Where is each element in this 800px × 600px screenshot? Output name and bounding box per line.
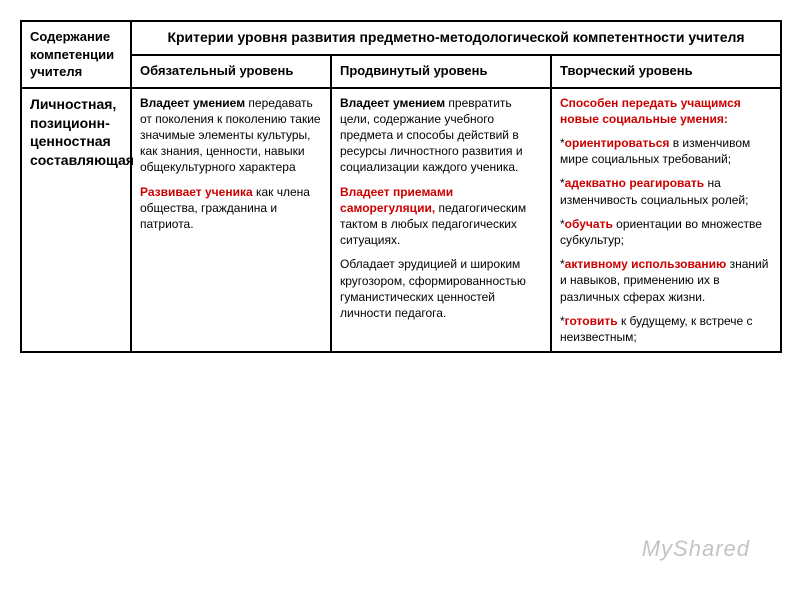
text-red: активному использованию [565,257,727,271]
cell-mandatory: Владеет умением передавать от поколения … [131,88,331,352]
table-header-row-2: Обязательный уровень Продвинутый уровень… [21,55,781,88]
subheader-3: Творческий уровень [551,55,781,88]
row-label-cell: Личностная, позиционн- ценностная состав… [21,88,131,352]
cell-creative: Способен передать учащимся новые социаль… [551,88,781,352]
text-red: ориентироваться [565,136,670,150]
row-label-line: составляющая [30,152,134,168]
text-red: обучать [565,217,613,231]
text-red: Развивает ученика [140,185,253,199]
header-main-title: Критерии уровня развития предметно-метод… [131,21,781,55]
watermark: MyShared [642,536,750,562]
header-left: Содержание компетенции учителя [21,21,131,88]
table-header-row-1: Содержание компетенции учителя Критерии … [21,21,781,55]
text-bold: Владеет умением [140,96,245,110]
cell-advanced: Владеет умением превратить цели, содержа… [331,88,551,352]
row-label-line: ценностная [30,133,111,149]
text-red: адекватно реагировать [565,176,705,190]
subheader-2: Продвинутый уровень [331,55,551,88]
row-label-line: позиционн- [30,115,110,131]
row-label-line: Личностная, [30,96,116,112]
text-red: Способен передать учащимся новые социаль… [560,95,772,127]
table-row: Личностная, позиционн- ценностная состав… [21,88,781,352]
text-red: готовить [565,314,618,328]
text: Обладает эрудицией и широким кругозором,… [340,256,542,321]
subheader-1: Обязательный уровень [131,55,331,88]
text-bold: Владеет умением [340,96,445,110]
competency-table: Содержание компетенции учителя Критерии … [20,20,782,353]
